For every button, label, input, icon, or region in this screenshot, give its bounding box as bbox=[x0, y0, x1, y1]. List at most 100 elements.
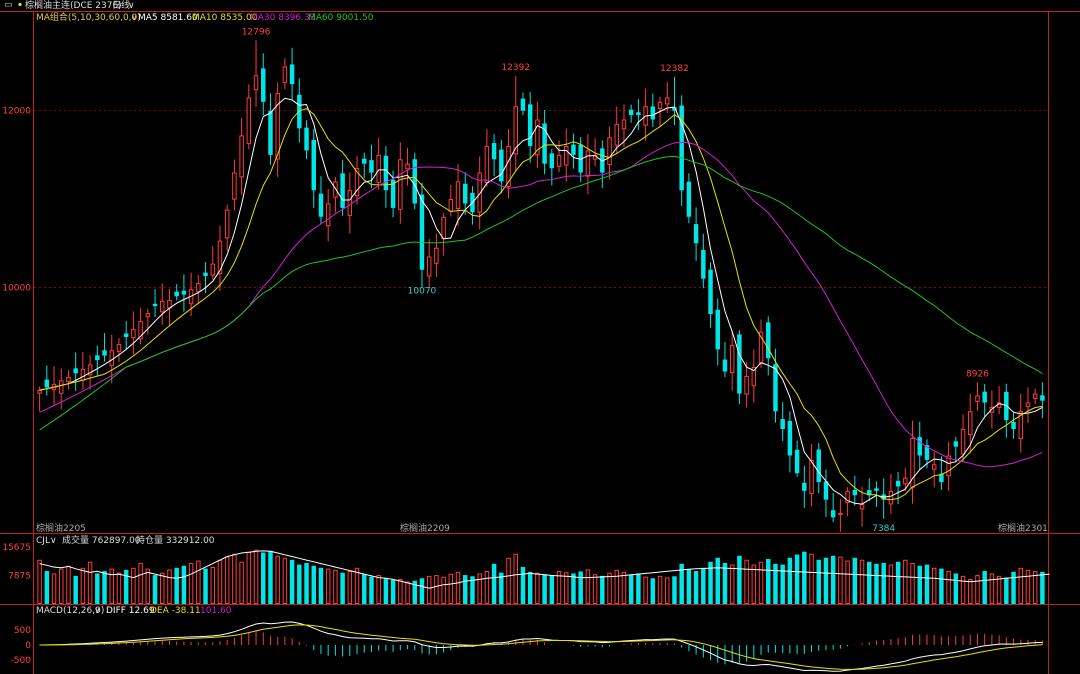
volume-panel[interactable]: 7875 15675 bbox=[2, 543, 1050, 605]
candle-body bbox=[766, 322, 771, 359]
candle-body bbox=[44, 379, 50, 388]
chart-header: ▭ 棕榈油主连(DCE 2376) 日线 ∨ bbox=[4, 0, 135, 11]
volume-bar bbox=[636, 573, 641, 604]
candle-body bbox=[917, 437, 922, 456]
volume-bar bbox=[903, 559, 908, 605]
volume-bar bbox=[340, 572, 345, 604]
candle-body bbox=[946, 455, 951, 477]
volume-bar bbox=[239, 561, 244, 604]
chevron-down-icon[interactable]: ∨ bbox=[50, 536, 57, 546]
candle bbox=[628, 104, 634, 123]
volume-bar bbox=[145, 568, 151, 605]
candle bbox=[145, 308, 151, 335]
ma-group-label[interactable]: MA组合(5,10,30,60,0,0) bbox=[36, 11, 141, 23]
volume-bar bbox=[470, 576, 475, 604]
volume-bar bbox=[672, 576, 677, 604]
candle-body bbox=[722, 359, 728, 372]
volume-bar bbox=[679, 563, 684, 604]
candle-body bbox=[859, 504, 865, 510]
candle bbox=[794, 440, 800, 477]
volume-bar bbox=[520, 567, 526, 604]
candle-body bbox=[506, 146, 511, 187]
candle-body bbox=[686, 181, 692, 217]
volume-bar bbox=[354, 567, 360, 604]
candle bbox=[513, 75, 518, 172]
candle bbox=[369, 144, 374, 189]
candle-body bbox=[549, 153, 555, 169]
chevron-down-icon[interactable]: ∨ bbox=[128, 1, 135, 11]
ma30-label: MA30 8396.33 bbox=[250, 13, 315, 23]
volume-value-label: 成交量 762897.00 bbox=[62, 534, 141, 546]
volume-bar bbox=[232, 553, 237, 605]
candle bbox=[737, 330, 742, 405]
candle-body bbox=[968, 411, 973, 436]
candle bbox=[239, 117, 244, 195]
chevron-down-icon[interactable]: ∨ bbox=[131, 13, 138, 23]
volume-bar bbox=[80, 567, 86, 604]
candle-body bbox=[362, 158, 367, 164]
price-panel[interactable]: 10000 12000 12796 10070 12392 12382 7384 8926 bbox=[2, 27, 1048, 534]
candle-body bbox=[513, 106, 518, 155]
candle bbox=[210, 246, 215, 280]
candle-body bbox=[95, 355, 100, 360]
candle-body bbox=[672, 107, 677, 111]
ma-legend: MA组合(5,10,30,60,0,0) ∨ MA5 8581.60 MA10 … bbox=[36, 11, 374, 23]
candle bbox=[751, 349, 757, 403]
volume-indicator-name[interactable]: CJL bbox=[36, 536, 50, 546]
macd-panel[interactable]: 500 0 -500 bbox=[11, 621, 1043, 672]
ma10-label: MA10 8535.00 bbox=[192, 13, 258, 23]
candle bbox=[780, 402, 785, 442]
candle bbox=[506, 128, 511, 199]
candle-body bbox=[174, 291, 179, 297]
volume-bar bbox=[751, 564, 757, 604]
candle-body bbox=[564, 146, 569, 166]
candle-body bbox=[246, 97, 252, 145]
macd-diff-line bbox=[39, 621, 1043, 672]
volume-tick-label: 15675 bbox=[2, 543, 31, 553]
volume-bar bbox=[535, 572, 540, 605]
candle-body bbox=[390, 179, 396, 208]
candle bbox=[131, 311, 136, 355]
candle-body bbox=[520, 98, 526, 111]
contract-label-2209: 棕榈油2209 bbox=[400, 522, 450, 534]
volume-bar bbox=[917, 565, 922, 604]
candle-body bbox=[87, 364, 93, 376]
volume-bar bbox=[217, 559, 223, 605]
candle-body bbox=[794, 449, 800, 474]
candle-body bbox=[693, 224, 699, 244]
candle-body bbox=[102, 350, 107, 356]
candle bbox=[982, 384, 987, 417]
macd-tick-label: -500 bbox=[11, 656, 32, 666]
volume-bar bbox=[953, 573, 959, 604]
volume-bar bbox=[275, 555, 280, 604]
volume-bar bbox=[188, 562, 194, 605]
menu-icon[interactable]: ▭ bbox=[4, 0, 13, 10]
volume-bar bbox=[931, 567, 937, 604]
symbol-title[interactable]: 棕榈油主连(DCE 2376) bbox=[25, 0, 122, 11]
volume-bar bbox=[657, 575, 663, 605]
volume-bar bbox=[116, 572, 122, 605]
ma60-label: MA60 9001.50 bbox=[308, 13, 374, 23]
candle bbox=[650, 93, 656, 128]
candle bbox=[289, 47, 295, 100]
candle-body bbox=[982, 391, 987, 403]
volume-bar bbox=[1040, 571, 1045, 604]
chevron-down-icon[interactable]: ∨ bbox=[94, 606, 101, 616]
candle-body bbox=[491, 143, 497, 160]
candle bbox=[275, 82, 280, 178]
candle bbox=[123, 321, 129, 351]
volume-bar bbox=[167, 569, 172, 604]
candle bbox=[282, 58, 288, 90]
candle-body bbox=[289, 64, 295, 85]
candle bbox=[614, 106, 619, 155]
volume-bar bbox=[383, 577, 389, 604]
candle-body bbox=[405, 163, 410, 170]
candle bbox=[347, 172, 353, 234]
macd-indicator-name[interactable]: MACD(12,26,9) bbox=[36, 606, 104, 616]
period-selector[interactable]: 日线 bbox=[112, 0, 130, 11]
candle-body bbox=[823, 481, 829, 500]
candle-body bbox=[903, 477, 908, 485]
candle-body bbox=[874, 488, 879, 491]
candle-body bbox=[59, 380, 64, 394]
